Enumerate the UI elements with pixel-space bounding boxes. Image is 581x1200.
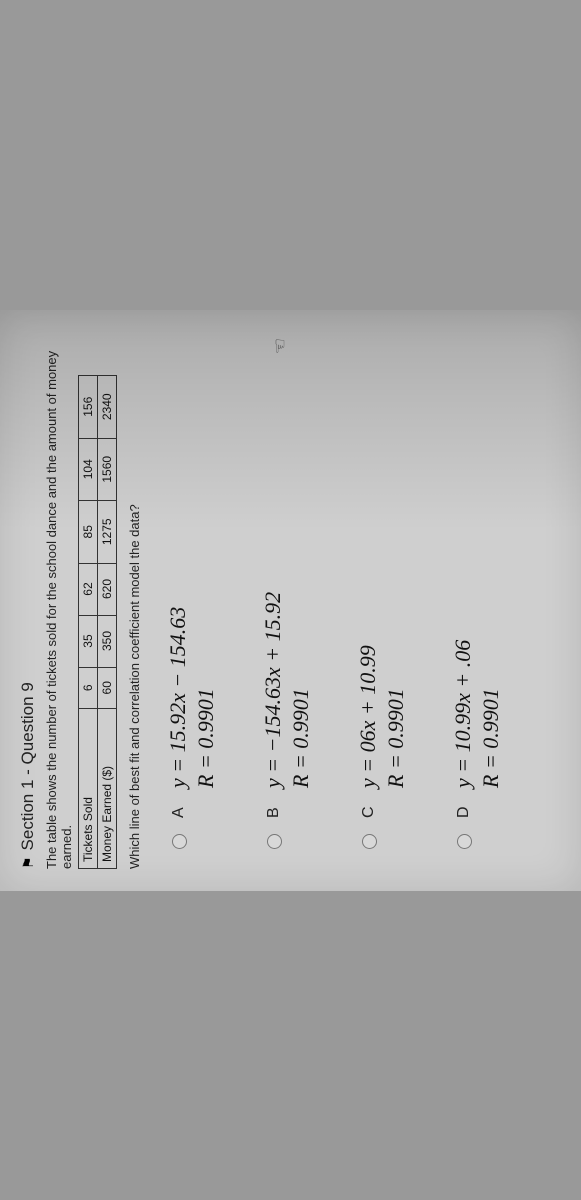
math-line: y = 15.92x − 154.63 [164,606,192,787]
page: ⚑ Section 1 - Question 9 The table shows… [0,310,581,891]
option-math: y = 15.92x − 154.63 R = 0.9901 [164,606,219,787]
math-line: R = 0.9901 [287,591,315,787]
cell: 104 [79,438,98,501]
math-line: y = 10.99x + .06 [449,639,477,787]
section-title: Section 1 - Question 9 [18,682,38,850]
cell: 85 [79,500,98,563]
math-line: R = 0.9901 [477,639,505,787]
option-b[interactable]: B y = −154.63x + 15.92 R = 0.9901 [259,332,314,849]
pointer-icon: ☜ [270,338,291,354]
option-letter: D [455,804,473,818]
cell: 35 [79,615,98,667]
radio-icon[interactable] [172,834,187,849]
option-a[interactable]: A y = 15.92x − 154.63 R = 0.9901 [164,332,219,849]
math-line: y = 06x + 10.99 [354,645,382,788]
question-text: Which line of best fit and correlation c… [127,332,142,869]
math-line: R = 0.9901 [382,645,410,788]
math-line: R = 0.9901 [192,606,220,787]
cell: 1560 [98,438,117,501]
title-row: ⚑ Section 1 - Question 9 [18,332,38,869]
option-math: y = −154.63x + 15.92 R = 0.9901 [259,591,314,787]
option-math: y = 06x + 10.99 R = 0.9901 [354,645,409,788]
cell: 60 [98,667,117,708]
cell: 62 [79,563,98,615]
option-letter: B [265,804,283,818]
table-row: Tickets Sold 6 35 62 85 104 156 [79,375,98,868]
option-c[interactable]: C y = 06x + 10.99 R = 0.9901 [354,332,409,849]
data-table: Tickets Sold 6 35 62 85 104 156 Money Ea… [78,374,117,868]
cell: 350 [98,615,117,667]
option-letter: C [360,804,378,818]
flag-icon: ⚑ [20,856,37,869]
option-d[interactable]: D y = 10.99x + .06 R = 0.9901 [449,332,504,849]
radio-icon[interactable] [362,834,377,849]
table-row: Money Earned ($) 60 350 620 1275 1560 23… [98,375,117,868]
prompt-text: The table shows the number of tickets so… [44,332,74,869]
math-line: y = −154.63x + 15.92 [259,591,287,787]
cell: 156 [79,375,98,438]
option-letter: A [170,804,188,818]
options-list: A y = 15.92x − 154.63 R = 0.9901 B y = −… [164,332,504,849]
cell: 620 [98,563,117,615]
cell: 1275 [98,500,117,563]
option-math: y = 10.99x + .06 R = 0.9901 [449,639,504,787]
radio-icon[interactable] [267,834,282,849]
cell: 6 [79,667,98,708]
cell: 2340 [98,375,117,438]
row-label: Tickets Sold [79,708,98,868]
radio-icon[interactable] [457,834,472,849]
row-label: Money Earned ($) [98,708,117,868]
